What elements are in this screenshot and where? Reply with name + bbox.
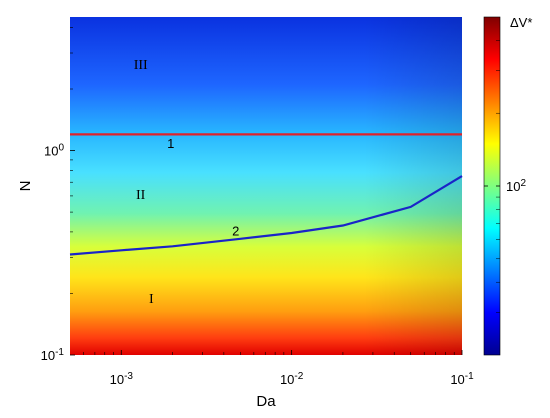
colorbar-title: ΔV*: [510, 15, 532, 30]
annotation-2: III: [134, 58, 148, 73]
x-axis-title: Da: [256, 393, 276, 410]
y-axis-ticks: 10-1 100: [41, 27, 75, 363]
x-tick-label: 10-2: [280, 371, 304, 387]
x-axis-ticks: 10-3 10-2 10-1: [83, 350, 474, 387]
y-axis-title: N: [17, 181, 34, 192]
series-layer: [69, 133, 463, 256]
x-tick-label: 10-3: [110, 371, 134, 387]
y-tick-label: 100: [44, 143, 64, 159]
colorbar-tick-label: 102: [506, 178, 526, 194]
annotation-3: II: [136, 188, 146, 203]
y-tick-label: 10-1: [41, 347, 65, 363]
annotation-0: 1: [167, 136, 174, 151]
heatmap-shade: [70, 17, 462, 355]
annotation-1: 2: [232, 223, 239, 238]
colorbar: ΔV* 102: [483, 15, 532, 356]
annotation-4: I: [149, 292, 154, 307]
x-tick-label: 10-1: [450, 371, 474, 387]
colorbar-ticks: 102: [484, 40, 526, 313]
series-line-2: [69, 175, 463, 256]
